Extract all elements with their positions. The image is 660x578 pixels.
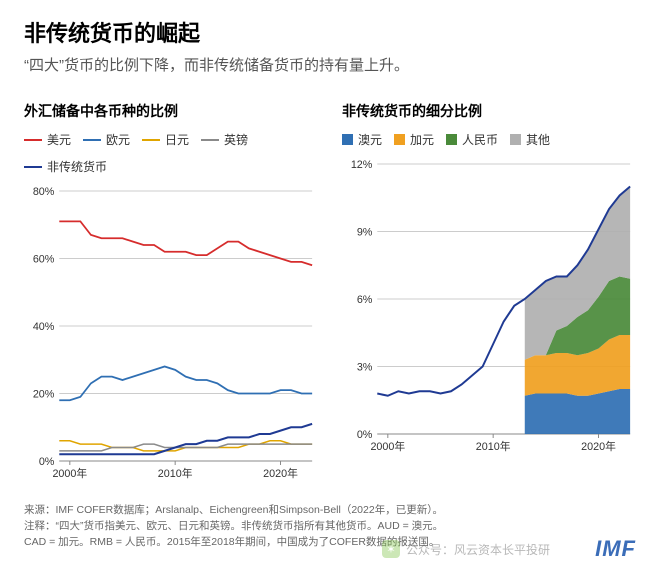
legend-label: 澳元 xyxy=(358,131,382,148)
brand-logo: IMF xyxy=(595,536,636,562)
svg-text:2010年: 2010年 xyxy=(158,466,193,480)
legend-item: 美元 xyxy=(24,131,71,148)
left-legend: 美元 欧元 日元 英镑非传统货币 xyxy=(24,131,318,175)
legend-swatch xyxy=(142,139,160,141)
legend-label: 美元 xyxy=(47,131,71,148)
legend-swatch xyxy=(24,166,42,168)
svg-text:12%: 12% xyxy=(351,159,373,171)
legend-label: 非传统货币 xyxy=(47,158,107,175)
legend-swatch xyxy=(342,134,353,145)
footnote-line: 来源：IMF COFER数据库；Arslanalp、Eichengreen和Si… xyxy=(24,503,636,519)
footnote-line: 注释：“四大”货币指美元、欧元、日元和英镑。非传统货币指所有其他货币。AUD =… xyxy=(24,519,636,535)
right-legend: 澳元 加元 人民币 其他 xyxy=(342,131,636,148)
watermark: ✶ 公众号：风云资本长平投研 xyxy=(382,540,550,558)
right-panel-title: 非传统货币的细分比例 xyxy=(342,101,636,121)
svg-text:80%: 80% xyxy=(33,186,55,198)
legend-item: 日元 xyxy=(142,131,189,148)
svg-text:9%: 9% xyxy=(357,226,373,238)
svg-text:2000年: 2000年 xyxy=(370,439,405,453)
svg-text:2020年: 2020年 xyxy=(263,466,298,480)
left-chart: 0% 20% 40% 60% 80% 2000年 2010年 2020年 xyxy=(24,185,318,485)
svg-text:20%: 20% xyxy=(33,388,55,400)
legend-swatch xyxy=(24,139,42,141)
legend-item: 欧元 xyxy=(83,131,130,148)
legend-label: 欧元 xyxy=(106,131,130,148)
svg-text:40%: 40% xyxy=(33,321,55,333)
right-chart: 0% 3% 6% 9% 12% 2000年 2010年 2020年 xyxy=(342,158,636,458)
left-panel: 外汇储备中各币种的比例 美元 欧元 日元 英镑非传统货币 0% 20% 40% 60% 80%… xyxy=(24,101,318,485)
legend-item: 澳元 xyxy=(342,131,382,148)
right-panel: 非传统货币的细分比例 澳元 加元 人民币 其他 0% 3% 6% 9% 12% 2000年 201… xyxy=(342,101,636,485)
svg-text:3%: 3% xyxy=(357,361,373,373)
legend-label: 其他 xyxy=(526,131,550,148)
legend-item: 加元 xyxy=(394,131,434,148)
legend-swatch xyxy=(201,139,219,141)
legend-swatch xyxy=(394,134,405,145)
legend-item: 其他 xyxy=(510,131,550,148)
legend-item: 人民币 xyxy=(446,131,498,148)
legend-swatch xyxy=(446,134,457,145)
left-panel-title: 外汇储备中各币种的比例 xyxy=(24,101,318,121)
svg-text:0%: 0% xyxy=(357,429,373,441)
svg-text:6%: 6% xyxy=(357,294,373,306)
charts-row: 外汇储备中各币种的比例 美元 欧元 日元 英镑非传统货币 0% 20% 40% 60% 80%… xyxy=(24,101,636,485)
legend-label: 英镑 xyxy=(224,131,248,148)
legend-item: 英镑 xyxy=(201,131,248,148)
legend-label: 人民币 xyxy=(462,131,498,148)
svg-text:0%: 0% xyxy=(39,456,55,468)
svg-text:2000年: 2000年 xyxy=(52,466,87,480)
legend-label: 日元 xyxy=(165,131,189,148)
legend-swatch xyxy=(83,139,101,141)
legend-item: 非传统货币 xyxy=(24,158,107,175)
svg-text:60%: 60% xyxy=(33,253,55,265)
page-subtitle: “四大”货币的比例下降，而非传统储备货币的持有量上升。 xyxy=(24,54,636,75)
legend-swatch xyxy=(510,134,521,145)
svg-text:2020年: 2020年 xyxy=(581,439,616,453)
watermark-text: 公众号：风云资本长平投研 xyxy=(406,541,550,558)
svg-text:2010年: 2010年 xyxy=(476,439,511,453)
wechat-icon: ✶ xyxy=(382,540,400,558)
legend-label: 加元 xyxy=(410,131,434,148)
page-title: 非传统货币的崛起 xyxy=(24,16,636,48)
